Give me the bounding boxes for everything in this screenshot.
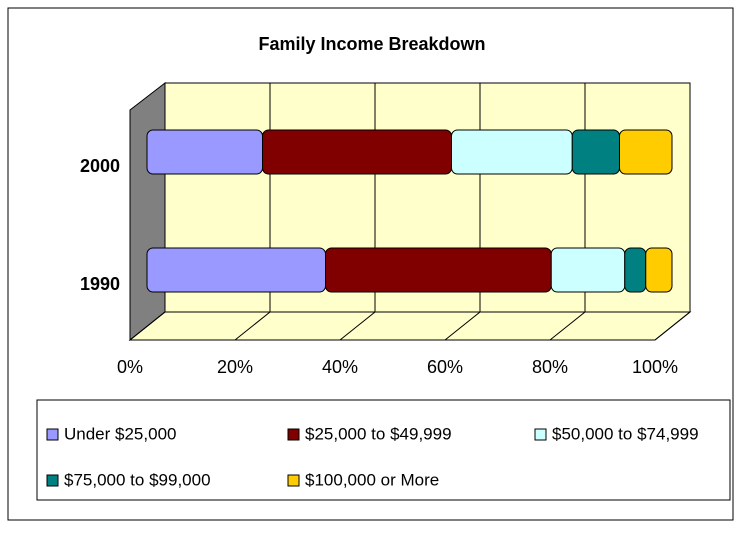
legend-label: Under $25,000 <box>64 424 176 443</box>
bar-segment <box>619 129 673 175</box>
legend-swatch <box>534 428 547 441</box>
bar-segment <box>146 247 326 293</box>
legend-swatch <box>287 474 300 487</box>
chart-title: Family Income Breakdown <box>258 34 485 54</box>
bar-segment <box>645 247 673 293</box>
x-tick-label: 100% <box>632 357 678 377</box>
y-tick-label: 2000 <box>80 156 120 176</box>
grid-line <box>654 83 691 341</box>
x-tick-label: 0% <box>117 357 143 377</box>
x-tick-label: 20% <box>217 357 253 377</box>
y-tick-label: 1990 <box>80 274 120 294</box>
floor <box>128 311 692 341</box>
legend-swatch <box>46 474 59 487</box>
side-wall <box>129 81 166 342</box>
bar-segment <box>550 247 626 293</box>
x-tick-label: 80% <box>532 357 568 377</box>
legend-label: $75,000 to $99,000 <box>64 470 211 489</box>
x-tick-label: 60% <box>427 357 463 377</box>
legend-label: $100,000 or More <box>305 470 439 489</box>
legend-swatch <box>287 428 300 441</box>
legend-label: $25,000 to $49,999 <box>305 424 452 443</box>
bar-segment <box>146 129 263 175</box>
legend-label: $50,000 to $74,999 <box>552 424 699 443</box>
bar-segment <box>571 129 620 175</box>
legend-swatch <box>46 428 59 441</box>
x-tick-label: 40% <box>322 357 358 377</box>
bar-segment <box>262 129 452 175</box>
bar-segment <box>624 247 647 293</box>
legend <box>36 399 731 501</box>
bar-segment <box>325 247 552 293</box>
bar-segment <box>451 129 573 175</box>
